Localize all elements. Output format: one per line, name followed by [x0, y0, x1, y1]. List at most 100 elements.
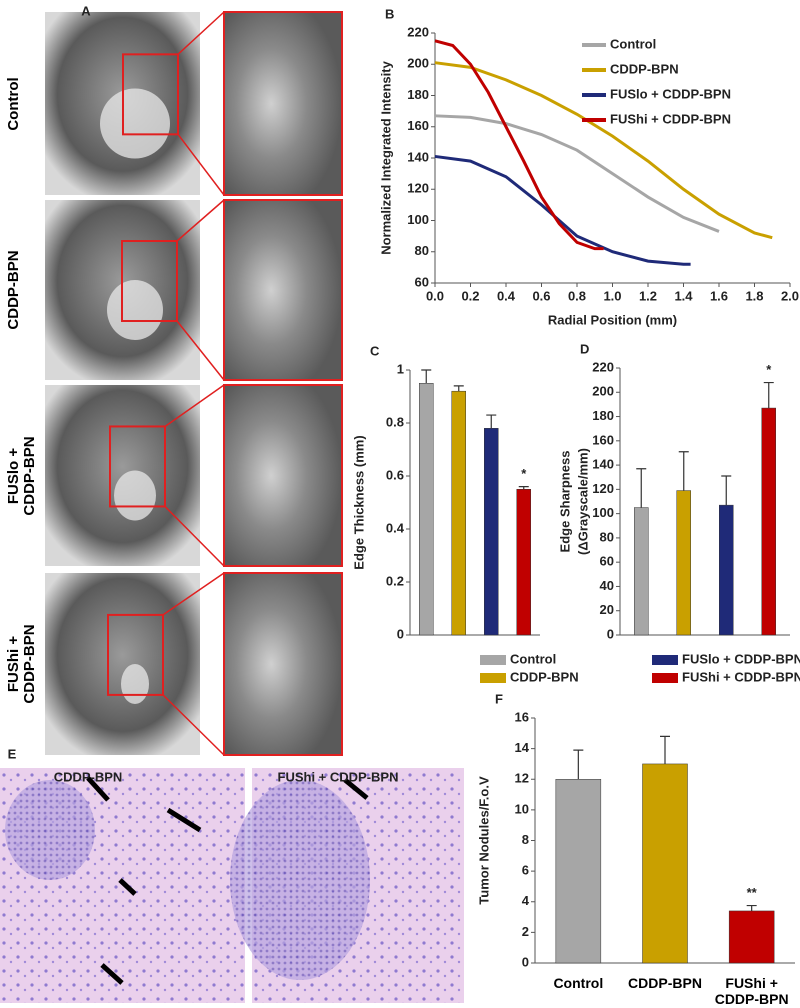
panel-letter: C — [370, 343, 380, 358]
legend-label: FUShi + CDDP-BPN — [682, 669, 800, 684]
y-tick-label: 160 — [407, 118, 429, 133]
y-tick-label: 200 — [407, 56, 429, 71]
y-tick-label: 120 — [592, 481, 614, 496]
y-tick-label: 0 — [607, 626, 614, 641]
error-bar — [763, 381, 774, 409]
zoom-line — [177, 11, 225, 55]
x-tick-label: 1.6 — [710, 288, 728, 303]
zoom-line — [162, 694, 225, 756]
line — [434, 39, 604, 251]
y-tick-label: 6 — [522, 863, 529, 878]
error-bar — [486, 414, 497, 429]
y-tick-label: 140 — [592, 457, 614, 472]
panel-letter: F — [495, 691, 503, 706]
image-label: CDDP-BPN — [54, 769, 123, 784]
x-tick-label: 0.2 — [461, 288, 479, 303]
y-tick-label: 100 — [407, 212, 429, 227]
x-tick-label: 1.0 — [603, 288, 621, 303]
mri-panel — [45, 11, 343, 756]
x-axis-label: Radial Position (mm) — [548, 312, 677, 327]
legend-label: Control — [510, 651, 556, 666]
error-bar — [721, 475, 732, 506]
annotation: * — [521, 466, 527, 481]
error-bar — [636, 468, 647, 508]
y-axis-label: (ΔGrayscale/mm) — [575, 448, 590, 555]
error-bar — [573, 749, 584, 780]
row-label: FUSlo + CDDP-BPN — [5, 435, 38, 516]
y-tick-label: 0 — [397, 626, 404, 641]
zoom-line — [177, 133, 225, 196]
y-tick-label: 14 — [515, 740, 530, 755]
y-axis-label: Tumor Nodules/F.o.V — [476, 776, 491, 905]
zoom-image — [223, 572, 343, 756]
x-tick-label: 1.4 — [674, 288, 693, 303]
legend-label: FUShi + CDDP-BPN — [610, 111, 731, 126]
annotation: ** — [747, 885, 758, 900]
error-bar — [421, 369, 432, 384]
y-tick-label: 0.8 — [386, 414, 404, 429]
y-tick-label: 180 — [592, 408, 614, 423]
roi-box — [107, 613, 164, 696]
tumor — [121, 664, 149, 704]
y-tick-label: 8 — [522, 832, 529, 847]
y-tick-label: 60 — [415, 274, 429, 289]
legend-swatch — [652, 673, 678, 683]
legend-swatch — [652, 655, 678, 665]
panel-letter: A — [81, 3, 91, 18]
zoom-line — [164, 505, 225, 567]
legend-label: Control — [610, 36, 656, 51]
roi-box — [121, 240, 178, 322]
zoom-line — [176, 199, 225, 242]
error-bar — [678, 451, 689, 491]
row-label: FUShi + CDDP-BPN — [5, 624, 38, 704]
x-tick-label: 1.8 — [745, 288, 763, 303]
x-tick-label: 0.4 — [497, 288, 516, 303]
y-tick-label: 180 — [407, 87, 429, 102]
tumor — [114, 470, 156, 521]
y-tick-label: 2 — [522, 924, 529, 939]
bar — [728, 910, 775, 964]
error-bar — [453, 385, 464, 392]
x-tick-label: 2.0 — [781, 288, 799, 303]
legend-label: CDDP-BPN — [610, 61, 679, 76]
bar — [719, 504, 734, 636]
roi-box — [122, 53, 179, 136]
x-tick-label: CDDP-BPN — [628, 975, 702, 991]
zoom-image — [223, 11, 343, 196]
bar — [516, 489, 531, 636]
legend-swatch — [480, 655, 506, 665]
panel-letter: E — [8, 746, 17, 761]
tumor — [100, 88, 170, 159]
tumor — [107, 280, 163, 340]
legend-label: FUSlo + CDDP-BPN — [610, 86, 731, 101]
legend-label: FUSlo + CDDP-BPN — [682, 651, 800, 666]
y-tick-label: 120 — [407, 181, 429, 196]
zoom-image — [223, 384, 343, 567]
x-tick-label: 1.2 — [639, 288, 657, 303]
y-tick-label: 220 — [592, 359, 614, 374]
annotation: * — [766, 362, 772, 377]
y-tick-label: 4 — [522, 893, 530, 908]
y-axis-label: Normalized Integrated Intensity — [378, 60, 393, 254]
error-bar — [660, 735, 670, 764]
line — [434, 114, 720, 233]
panel-letter: B — [385, 6, 394, 21]
y-tick-label: 80 — [600, 529, 614, 544]
line — [434, 154, 691, 266]
y-tick-label: 60 — [600, 554, 614, 569]
y-axis-label: Edge Sharpness — [557, 451, 572, 553]
bar — [484, 428, 499, 636]
y-tick-label: 0.2 — [386, 573, 404, 588]
row-label: Control — [5, 76, 22, 131]
bar — [642, 763, 688, 964]
y-tick-label: 80 — [415, 243, 429, 258]
legend-swatch — [480, 673, 506, 683]
x-tick-label: Control — [553, 975, 604, 991]
bar — [451, 390, 466, 636]
y-tick-label: 0.6 — [386, 467, 404, 482]
bar — [676, 490, 691, 636]
y-tick-label: 1 — [397, 361, 404, 376]
legend-label: CDDP-BPN — [510, 669, 579, 684]
bar — [419, 383, 434, 636]
